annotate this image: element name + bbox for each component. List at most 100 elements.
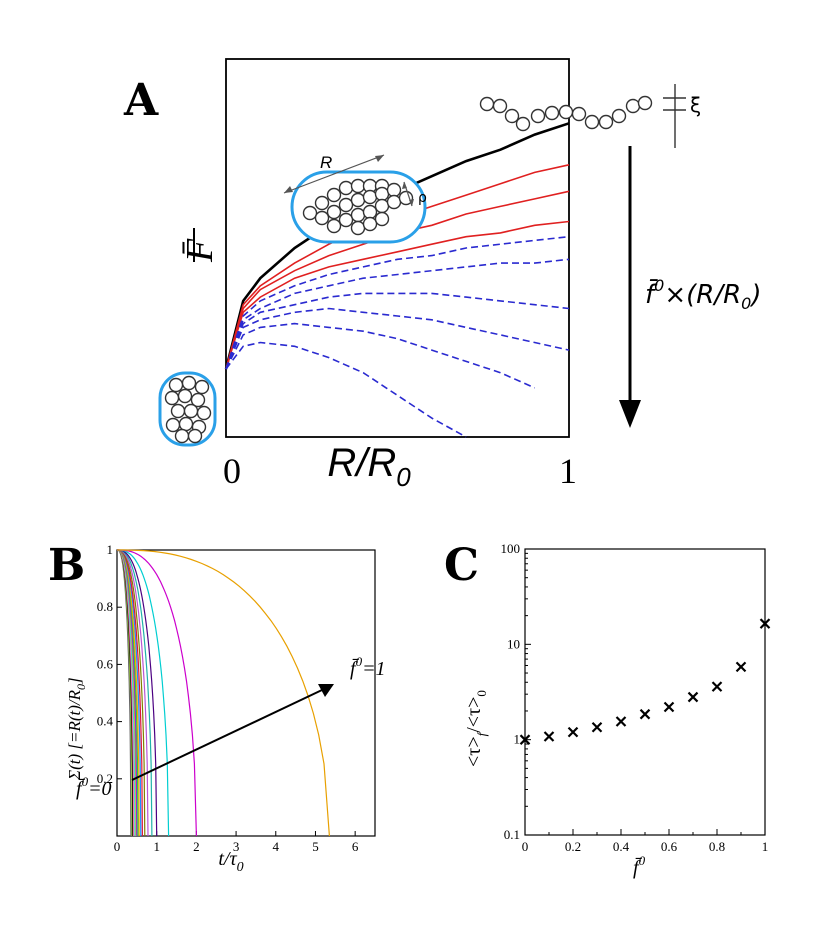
chain-particle	[584, 114, 600, 130]
panel-b-curves	[117, 549, 330, 837]
panel-b: B 0 1 2 3 4 5 6 0.2 0.4 0.6 0.8 1 Σ(t) [=R(t)/R0] t…	[48, 540, 386, 875]
panel-b-ticks: 0 1 2 3 4 5 6 0.2 0.4 0.6 0.8 1	[97, 542, 359, 854]
large-bundle-particle	[326, 218, 342, 234]
panel-b-curve-15	[117, 549, 170, 837]
panel-a-xtick-0: 0	[223, 451, 241, 491]
panel-a-xlabel: R/R0	[327, 441, 411, 492]
panel-c-point	[591, 721, 603, 733]
small-bundle-diagram	[158, 371, 217, 447]
panel-b-arrow-end-label: f̄0=1	[350, 654, 386, 680]
bundle-length-label: R	[320, 153, 332, 172]
large-bundle-particle	[326, 187, 342, 203]
chain-particle	[625, 98, 641, 114]
panel-b-xtick-label: 1	[153, 839, 160, 854]
small-bundle-particle	[190, 392, 206, 408]
panel-c-point	[543, 731, 555, 742]
panel-c-point	[759, 618, 771, 629]
panel-a-curves	[224, 122, 570, 438]
panel-b-xtick-label: 5	[312, 839, 319, 854]
panel-b-xlabel: t/τ0	[218, 848, 243, 875]
large-bundle-particle	[386, 194, 402, 210]
panel-a-xtick-1: 1	[559, 451, 577, 491]
panel-c-label: C	[444, 540, 479, 591]
panel-a-curve-4	[225, 235, 570, 370]
small-bundle-particle	[168, 377, 184, 393]
panel-b-xtick-label: 6	[352, 839, 359, 854]
panel-c-point	[711, 681, 723, 692]
chain-particle	[544, 105, 560, 121]
large-bundle-particle	[362, 216, 378, 232]
panel-b-curve-14	[117, 549, 158, 837]
panel-c-point	[567, 726, 579, 738]
large-bundle-particle	[326, 204, 342, 220]
panel-c-xtick-label: 0.4	[613, 839, 630, 854]
panel-a-curve-7	[225, 307, 570, 370]
panel-c-point	[615, 716, 627, 727]
small-bundle-particle	[164, 390, 180, 406]
panel-b-label: B	[48, 540, 85, 591]
large-bundle-particle	[302, 205, 318, 221]
panel-a-label: A	[123, 75, 159, 126]
panel-c-xtick-label: 0.6	[661, 839, 678, 854]
panel-b-ylabel: Σ(t) [=R(t)/R0]	[65, 677, 88, 781]
chain-particle	[492, 98, 508, 114]
large-bundle-particle	[350, 178, 366, 194]
panel-a-curve-8	[225, 322, 536, 389]
chain-particle	[504, 108, 520, 124]
bundle-radius-label: ρ	[418, 190, 427, 206]
panel-b-curve-17	[117, 549, 330, 837]
xi-label: ξ	[690, 93, 701, 117]
bundle-length-arrow	[283, 154, 385, 194]
large-bundle-particle	[398, 190, 414, 206]
panel-c-ytick-label: 1	[514, 732, 521, 747]
panel-c-point	[639, 708, 651, 720]
chain-particle	[637, 95, 653, 111]
small-bundle-particle	[177, 388, 193, 404]
panel-a-curve-3	[225, 220, 570, 370]
large-bundle-particle	[362, 204, 378, 220]
panel-a-ylabel: F̄	[179, 228, 221, 263]
panel-c-ytick-label: 0.1	[504, 827, 520, 842]
large-bundle-particle	[350, 207, 366, 223]
small-bundle-particle	[174, 428, 190, 444]
panel-c-points	[519, 618, 771, 745]
large-bundle-particle	[350, 192, 366, 208]
panel-b-arrow-start-label: f̄0=0	[76, 774, 112, 800]
force-arrow-label: f̄0×(R/R0)	[645, 276, 762, 313]
large-bundle-particle	[386, 182, 402, 198]
panel-a-curve-5	[225, 258, 570, 370]
panel-b-curve-16	[117, 549, 197, 837]
large-bundle-particle	[338, 212, 354, 228]
large-bundle-particle	[374, 186, 390, 202]
panel-c-point	[735, 661, 747, 673]
panel-c-ticks: 0 0.2 0.4 0.6 0.8 1 0.1 1 10 100	[501, 541, 769, 854]
panel-b-frame	[116, 549, 376, 837]
chain-particle	[515, 116, 531, 132]
panel-c-ytick-label: 100	[501, 541, 521, 556]
panel-c-ytick-label: 10	[507, 636, 520, 651]
large-bundle-particle	[374, 211, 390, 227]
chain-particle	[479, 96, 495, 112]
panel-c-xtick-label: 0.2	[565, 839, 581, 854]
panel-c-xtick-label: 1	[762, 839, 769, 854]
small-bundle-particle	[183, 403, 199, 419]
panel-b-xtick-label: 3	[233, 839, 240, 854]
panel-b-ytick-label: 0.6	[97, 656, 114, 671]
chain-diagram: ξ	[479, 84, 701, 148]
large-bundle-particle	[350, 220, 366, 236]
large-bundle-particle	[338, 180, 354, 196]
chain-particle	[571, 106, 587, 122]
small-bundle-particle	[170, 403, 186, 419]
force-arrow: f̄0×(R/R0)	[619, 146, 762, 428]
panel-c-xtick-label: 0.8	[709, 839, 725, 854]
panel-b-ytick-label: 0.2	[97, 771, 113, 786]
panel-c-xlabel: f̄0	[633, 853, 646, 879]
small-bundle-particles	[164, 375, 212, 444]
panel-c-point	[519, 734, 531, 745]
large-bundle-particle	[374, 198, 390, 214]
panel-a-ylabel-text: F̄	[179, 238, 221, 263]
small-bundle-particle	[194, 379, 210, 395]
panel-b-xtick-label: 0	[114, 839, 121, 854]
panel-c-xtick-label: 0	[522, 839, 529, 854]
